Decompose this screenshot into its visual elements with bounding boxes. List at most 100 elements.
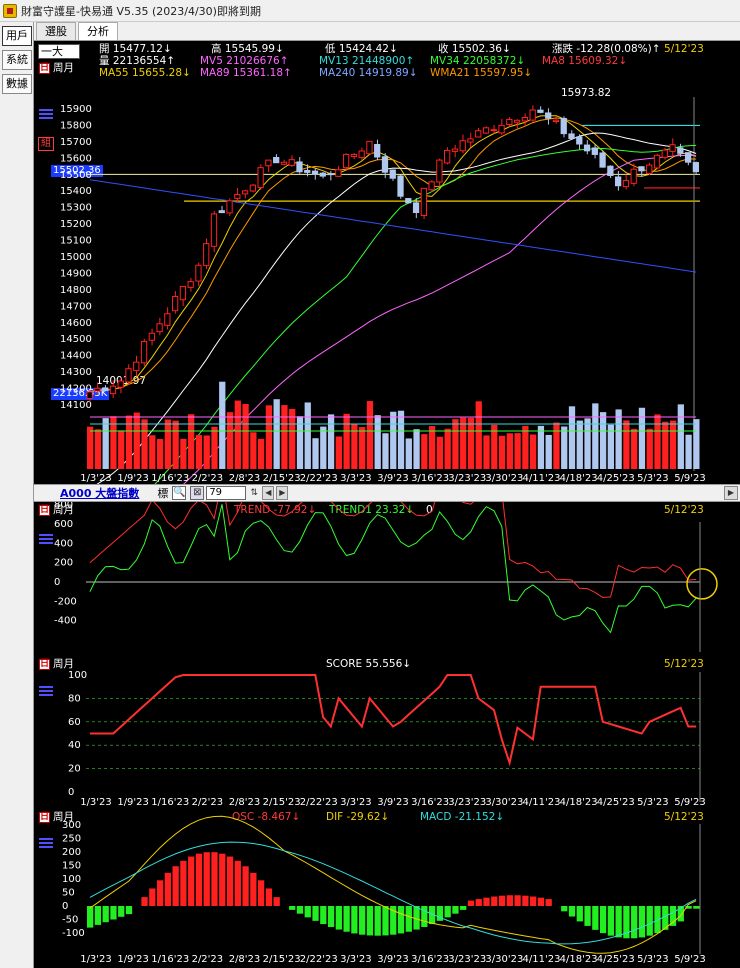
- osc-bar: [257, 880, 265, 906]
- candle-body: [428, 181, 435, 191]
- candle-body: [576, 136, 583, 145]
- score-date-tick: 5/3'23: [637, 797, 669, 808]
- volume-bar: [584, 418, 591, 469]
- candle-body: [653, 154, 661, 169]
- volume-bar: [545, 434, 552, 469]
- macd-tick-label: 150: [62, 861, 81, 872]
- date-tick-label: 1/16'23: [151, 473, 189, 484]
- volume-bar: [413, 429, 420, 469]
- osc-bar: [607, 906, 615, 936]
- score-line: [89, 674, 697, 767]
- candle-body: [552, 119, 560, 123]
- candle-body: [677, 147, 684, 154]
- date-tick-label: 1/9'23: [117, 473, 149, 484]
- macd-tick-label: 50: [62, 888, 75, 899]
- sidebar-item-data[interactable]: 數據: [2, 74, 32, 94]
- sidebar-item-system[interactable]: 系統: [2, 50, 32, 70]
- trend-menu-icon[interactable]: [39, 534, 53, 546]
- candle-body: [583, 144, 591, 152]
- volume-bar: [576, 420, 583, 469]
- macd-tick-label: 100: [62, 874, 81, 885]
- candle-body: [607, 165, 614, 176]
- candle-body: [630, 168, 637, 184]
- osc-bar: [327, 906, 335, 928]
- osc-bar: [180, 860, 187, 906]
- score-tick-label: 60: [68, 717, 81, 728]
- candle-body: [125, 368, 132, 383]
- price-tick-label: 15300: [60, 203, 92, 214]
- trend-panel-icon[interactable]: 日: [39, 505, 50, 516]
- osc-bar: [693, 906, 700, 909]
- spin-icon[interactable]: ⇅: [250, 488, 259, 498]
- tab-analysis[interactable]: 分析: [78, 22, 118, 40]
- mid-label: 標: [157, 487, 169, 500]
- date-tick-label: 4/18'23: [560, 473, 598, 484]
- candle-body: [195, 264, 202, 282]
- macd-date-tick: 3/3'23: [340, 954, 372, 965]
- osc-bar: [498, 895, 506, 906]
- candle-body: [692, 162, 699, 173]
- osc-bar: [646, 906, 653, 936]
- volume-bar: [327, 414, 335, 469]
- menu-icon[interactable]: [39, 109, 53, 121]
- score-tick-label: 0: [68, 787, 74, 798]
- osc-value: OSC -8.467↓: [232, 811, 301, 823]
- osc-bar: [428, 906, 436, 925]
- osc-bar: [599, 906, 607, 934]
- macd-menu-icon[interactable]: [39, 838, 53, 850]
- volume-bar: [203, 435, 210, 469]
- date-tick-label: 5/9'23: [674, 473, 706, 484]
- volume-bar: [530, 434, 537, 469]
- date-tick-label: 2/2'23: [192, 473, 224, 484]
- score-tick-label: 80: [68, 693, 81, 704]
- volume-bar: [289, 408, 296, 469]
- candle-body: [467, 138, 474, 143]
- candle-body: [335, 169, 342, 177]
- score-menu-icon[interactable]: [39, 686, 53, 698]
- candle-body: [304, 169, 311, 173]
- osc-bar: [382, 906, 389, 936]
- macd-date-tick: 2/15'23: [263, 954, 301, 965]
- volume-bar: [382, 433, 389, 469]
- candle-body: [412, 202, 420, 214]
- osc-bar: [265, 888, 273, 906]
- volume-bar: [428, 425, 436, 469]
- osc-bar: [460, 906, 467, 910]
- bars-input[interactable]: 79: [206, 486, 247, 500]
- scroll-right-end-icon[interactable]: ▶: [724, 486, 738, 500]
- macd-panel-icon[interactable]: 日: [39, 812, 50, 823]
- scroll-left-icon[interactable]: ◀: [262, 486, 275, 500]
- price-tick-label: 15700: [60, 137, 92, 148]
- scroll-right-icon[interactable]: ▶: [276, 486, 289, 500]
- score-date-tick: 3/23'23: [448, 797, 486, 808]
- candle-body: [350, 154, 358, 158]
- trend-tick-label: -200: [54, 596, 77, 607]
- osc-bar: [273, 897, 280, 906]
- group-icon[interactable]: 組: [38, 137, 54, 151]
- score-panel-icon[interactable]: 日: [39, 659, 50, 670]
- osc-bar: [110, 906, 117, 920]
- date-tick-label: 2/8'23: [229, 473, 261, 484]
- price-tick-label: 15000: [60, 252, 92, 263]
- candle-body: [389, 169, 396, 179]
- tab-stock-select[interactable]: 選股: [36, 22, 76, 40]
- volume-bar: [94, 429, 102, 469]
- score-date-tick: 3/16'23: [411, 797, 449, 808]
- search-icon[interactable]: 🔍: [172, 486, 187, 500]
- macd-date-tick: 1/16'23: [151, 954, 189, 965]
- panel-select-icon[interactable]: 日: [39, 63, 50, 74]
- volume-bar: [677, 404, 684, 469]
- candle-body: [109, 385, 117, 395]
- zoom-icon[interactable]: ⊠: [190, 486, 205, 500]
- volume-bar: [125, 415, 133, 469]
- index-name[interactable]: A000 大盤指數: [60, 487, 140, 500]
- price-tick-label: 15900: [60, 104, 92, 115]
- osc-bar: [390, 906, 397, 935]
- period-select[interactable]: 一大: [38, 44, 80, 59]
- sidebar-item-user[interactable]: 用戶: [2, 26, 32, 46]
- candle-body: [568, 133, 575, 139]
- volume-bar: [195, 435, 203, 469]
- volume-bar: [188, 414, 195, 469]
- candle-body: [358, 150, 365, 159]
- volume-bar: [296, 416, 304, 469]
